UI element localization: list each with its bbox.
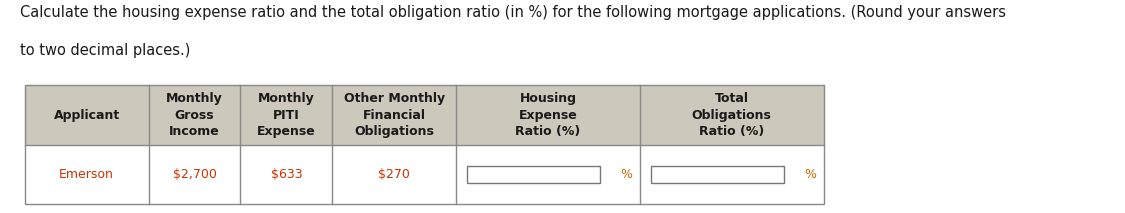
Text: to two decimal places.): to two decimal places.)	[20, 43, 190, 58]
Text: Calculate the housing expense ratio and the total obligation ratio (in %) for th: Calculate the housing expense ratio and …	[20, 5, 1006, 20]
Bar	[25, 85, 824, 145]
Text: $2,700: $2,700	[172, 168, 216, 181]
Text: Other Monthly
Financial
Obligations: Other Monthly Financial Obligations	[343, 92, 444, 138]
Text: $633: $633	[270, 168, 303, 181]
Text: Total
Obligations
Ratio (%): Total Obligations Ratio (%)	[692, 92, 772, 138]
Text: %: %	[804, 168, 816, 181]
Text: Monthly
PITI
Expense: Monthly PITI Expense	[256, 92, 316, 138]
Text: Housing
Expense
Ratio (%): Housing Expense Ratio (%)	[515, 92, 580, 138]
Text: Emerson: Emerson	[60, 168, 114, 181]
Bar	[25, 145, 824, 204]
Text: Monthly
Gross
Income: Monthly Gross Income	[166, 92, 223, 138]
Text: %: %	[620, 168, 632, 181]
Text: Applicant: Applicant	[54, 108, 119, 122]
Bar	[25, 85, 824, 204]
Text: $270: $270	[378, 168, 411, 181]
Bar	[467, 166, 601, 183]
Bar	[651, 166, 784, 183]
